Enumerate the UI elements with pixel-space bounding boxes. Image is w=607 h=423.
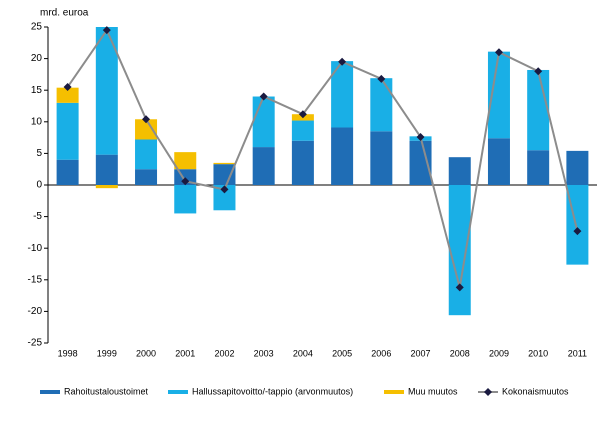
bar bbox=[135, 119, 158, 140]
x-tick-label: 2002 bbox=[214, 348, 234, 358]
bar bbox=[448, 185, 471, 316]
x-tick-label: 2006 bbox=[371, 348, 391, 358]
bar bbox=[527, 69, 550, 151]
legend-label: Muu muutos bbox=[408, 386, 458, 396]
y-axis-label: mrd. euroa bbox=[40, 8, 89, 19]
bar bbox=[291, 140, 314, 185]
bar bbox=[135, 169, 158, 185]
y-tick-label: -5 bbox=[33, 211, 42, 222]
total-marker bbox=[259, 92, 268, 101]
total-marker bbox=[416, 132, 425, 141]
y-tick-label: -10 bbox=[28, 243, 43, 254]
x-tick-label: 2003 bbox=[254, 348, 274, 358]
bar bbox=[213, 164, 236, 185]
y-tick-label: 20 bbox=[31, 53, 43, 64]
x-tick-label: 1998 bbox=[58, 348, 78, 358]
bar bbox=[174, 152, 197, 170]
bar bbox=[527, 150, 550, 185]
bar bbox=[448, 157, 471, 185]
x-tick-label: 2005 bbox=[332, 348, 352, 358]
bar bbox=[56, 102, 79, 160]
bar bbox=[291, 120, 314, 141]
y-tick-label: -25 bbox=[28, 338, 43, 349]
legend-swatch bbox=[168, 390, 188, 394]
legend-label: Rahoitustaloustoimet bbox=[64, 386, 149, 396]
total-marker bbox=[63, 83, 72, 92]
bar bbox=[95, 154, 118, 185]
bar bbox=[487, 51, 510, 139]
x-tick-label: 2010 bbox=[528, 348, 548, 358]
bar bbox=[174, 185, 197, 214]
total-marker bbox=[377, 74, 386, 83]
bar bbox=[56, 87, 79, 103]
legend-label: Hallussapitovoitto/-tappio (arvonmuutos) bbox=[192, 386, 353, 396]
total-marker bbox=[534, 67, 543, 76]
bar bbox=[56, 159, 79, 185]
x-tick-label: 2004 bbox=[293, 348, 313, 358]
bar bbox=[95, 185, 118, 189]
total-marker bbox=[142, 115, 151, 124]
bar bbox=[213, 185, 236, 211]
x-tick-label: 2000 bbox=[136, 348, 156, 358]
total-line bbox=[66, 28, 579, 288]
total-marker bbox=[181, 177, 190, 186]
y-tick-label: 0 bbox=[36, 180, 42, 191]
bar bbox=[566, 150, 589, 185]
bar bbox=[252, 96, 275, 148]
x-tick-label: 2007 bbox=[411, 348, 431, 358]
total-marker bbox=[494, 48, 503, 57]
bar bbox=[95, 27, 118, 155]
legend-marker bbox=[484, 388, 492, 396]
total-marker bbox=[298, 110, 307, 119]
y-tick-label: 25 bbox=[31, 22, 43, 33]
bar bbox=[252, 147, 275, 185]
y-tick-label: 10 bbox=[31, 116, 43, 127]
bar bbox=[331, 61, 354, 128]
x-tick-label: 2011 bbox=[568, 348, 587, 358]
total-marker bbox=[220, 185, 229, 194]
bar bbox=[409, 140, 432, 185]
y-tick-label: 5 bbox=[36, 148, 42, 159]
x-tick-label: 2001 bbox=[175, 348, 195, 358]
bar bbox=[370, 78, 393, 132]
legend-swatch bbox=[384, 390, 404, 394]
total-marker bbox=[573, 227, 582, 236]
y-tick-label: 15 bbox=[31, 85, 43, 96]
total-marker bbox=[102, 26, 111, 35]
total-marker bbox=[338, 57, 347, 66]
total-marker bbox=[455, 283, 464, 292]
legend-swatch bbox=[40, 390, 60, 394]
bar bbox=[135, 139, 158, 170]
x-tick-label: 2009 bbox=[489, 348, 509, 358]
bar bbox=[213, 162, 236, 165]
x-tick-label: 1999 bbox=[97, 348, 117, 358]
bar bbox=[487, 138, 510, 185]
bar bbox=[331, 127, 354, 185]
y-tick-label: -20 bbox=[28, 306, 43, 317]
x-tick-label: 2008 bbox=[450, 348, 470, 358]
y-tick-label: -15 bbox=[28, 274, 43, 285]
legend-label: Kokonaismuutos bbox=[502, 386, 569, 396]
bar bbox=[370, 131, 393, 185]
